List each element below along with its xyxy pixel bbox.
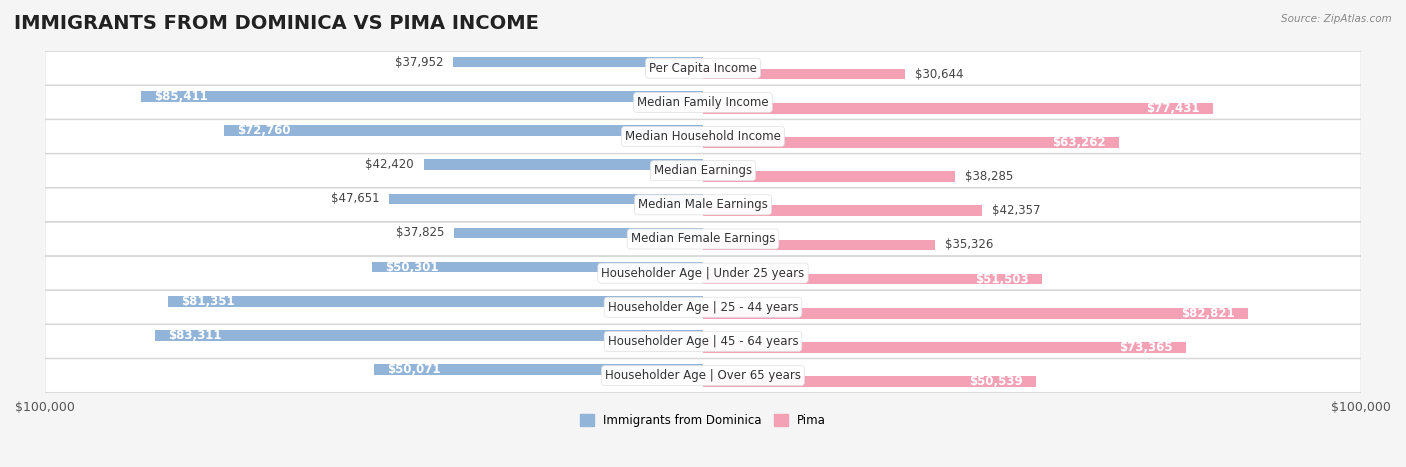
Bar: [703, 342, 1185, 353]
Text: Householder Age | Under 25 years: Householder Age | Under 25 years: [602, 267, 804, 280]
Bar: [703, 308, 1249, 318]
Bar: [453, 57, 703, 68]
Bar: [141, 91, 703, 102]
Text: $37,952: $37,952: [395, 56, 443, 69]
Bar: [703, 205, 981, 216]
Text: $63,262: $63,262: [1053, 136, 1107, 149]
Text: $30,644: $30,644: [914, 68, 963, 81]
FancyBboxPatch shape: [45, 290, 1361, 324]
Text: $42,420: $42,420: [366, 158, 413, 171]
Text: Householder Age | 45 - 64 years: Householder Age | 45 - 64 years: [607, 335, 799, 348]
Text: $38,285: $38,285: [965, 170, 1014, 183]
Bar: [703, 103, 1212, 113]
Text: $50,539: $50,539: [969, 375, 1022, 388]
Bar: [703, 274, 1042, 284]
Text: Source: ZipAtlas.com: Source: ZipAtlas.com: [1281, 14, 1392, 24]
Text: $47,651: $47,651: [330, 192, 380, 205]
FancyBboxPatch shape: [45, 188, 1361, 221]
Text: $51,503: $51,503: [976, 273, 1029, 286]
Bar: [703, 171, 955, 182]
Legend: Immigrants from Dominica, Pima: Immigrants from Dominica, Pima: [575, 410, 831, 432]
Bar: [423, 159, 703, 170]
Bar: [155, 330, 703, 341]
FancyBboxPatch shape: [45, 154, 1361, 187]
Text: $73,365: $73,365: [1119, 341, 1173, 354]
Text: $83,311: $83,311: [167, 329, 221, 342]
Bar: [454, 228, 703, 238]
Text: $81,351: $81,351: [181, 295, 235, 308]
Text: Per Capita Income: Per Capita Income: [650, 62, 756, 75]
FancyBboxPatch shape: [45, 359, 1361, 392]
Text: $72,760: $72,760: [238, 124, 291, 137]
Text: Median Female Earnings: Median Female Earnings: [631, 233, 775, 246]
Text: Median Male Earnings: Median Male Earnings: [638, 198, 768, 211]
Text: Householder Age | 25 - 44 years: Householder Age | 25 - 44 years: [607, 301, 799, 314]
Bar: [703, 240, 935, 250]
Bar: [703, 137, 1119, 148]
Text: $35,326: $35,326: [945, 239, 994, 251]
Bar: [389, 193, 703, 204]
Bar: [703, 69, 904, 79]
FancyBboxPatch shape: [45, 256, 1361, 290]
Text: $77,431: $77,431: [1146, 102, 1199, 115]
Text: Householder Age | Over 65 years: Householder Age | Over 65 years: [605, 369, 801, 382]
Bar: [224, 125, 703, 136]
Text: $50,301: $50,301: [385, 261, 439, 274]
FancyBboxPatch shape: [45, 51, 1361, 85]
Text: Median Earnings: Median Earnings: [654, 164, 752, 177]
Bar: [374, 364, 703, 375]
Text: $42,357: $42,357: [991, 204, 1040, 217]
Bar: [703, 376, 1036, 387]
Text: $37,825: $37,825: [396, 226, 444, 240]
Bar: [167, 296, 703, 307]
Text: Median Household Income: Median Household Income: [626, 130, 780, 143]
FancyBboxPatch shape: [45, 85, 1361, 119]
Text: $50,071: $50,071: [387, 363, 440, 376]
FancyBboxPatch shape: [45, 325, 1361, 358]
FancyBboxPatch shape: [45, 120, 1361, 153]
FancyBboxPatch shape: [45, 222, 1361, 256]
Text: $82,821: $82,821: [1181, 307, 1234, 320]
Bar: [373, 262, 703, 272]
Text: Median Family Income: Median Family Income: [637, 96, 769, 109]
Text: IMMIGRANTS FROM DOMINICA VS PIMA INCOME: IMMIGRANTS FROM DOMINICA VS PIMA INCOME: [14, 14, 538, 33]
Text: $85,411: $85,411: [155, 90, 208, 103]
